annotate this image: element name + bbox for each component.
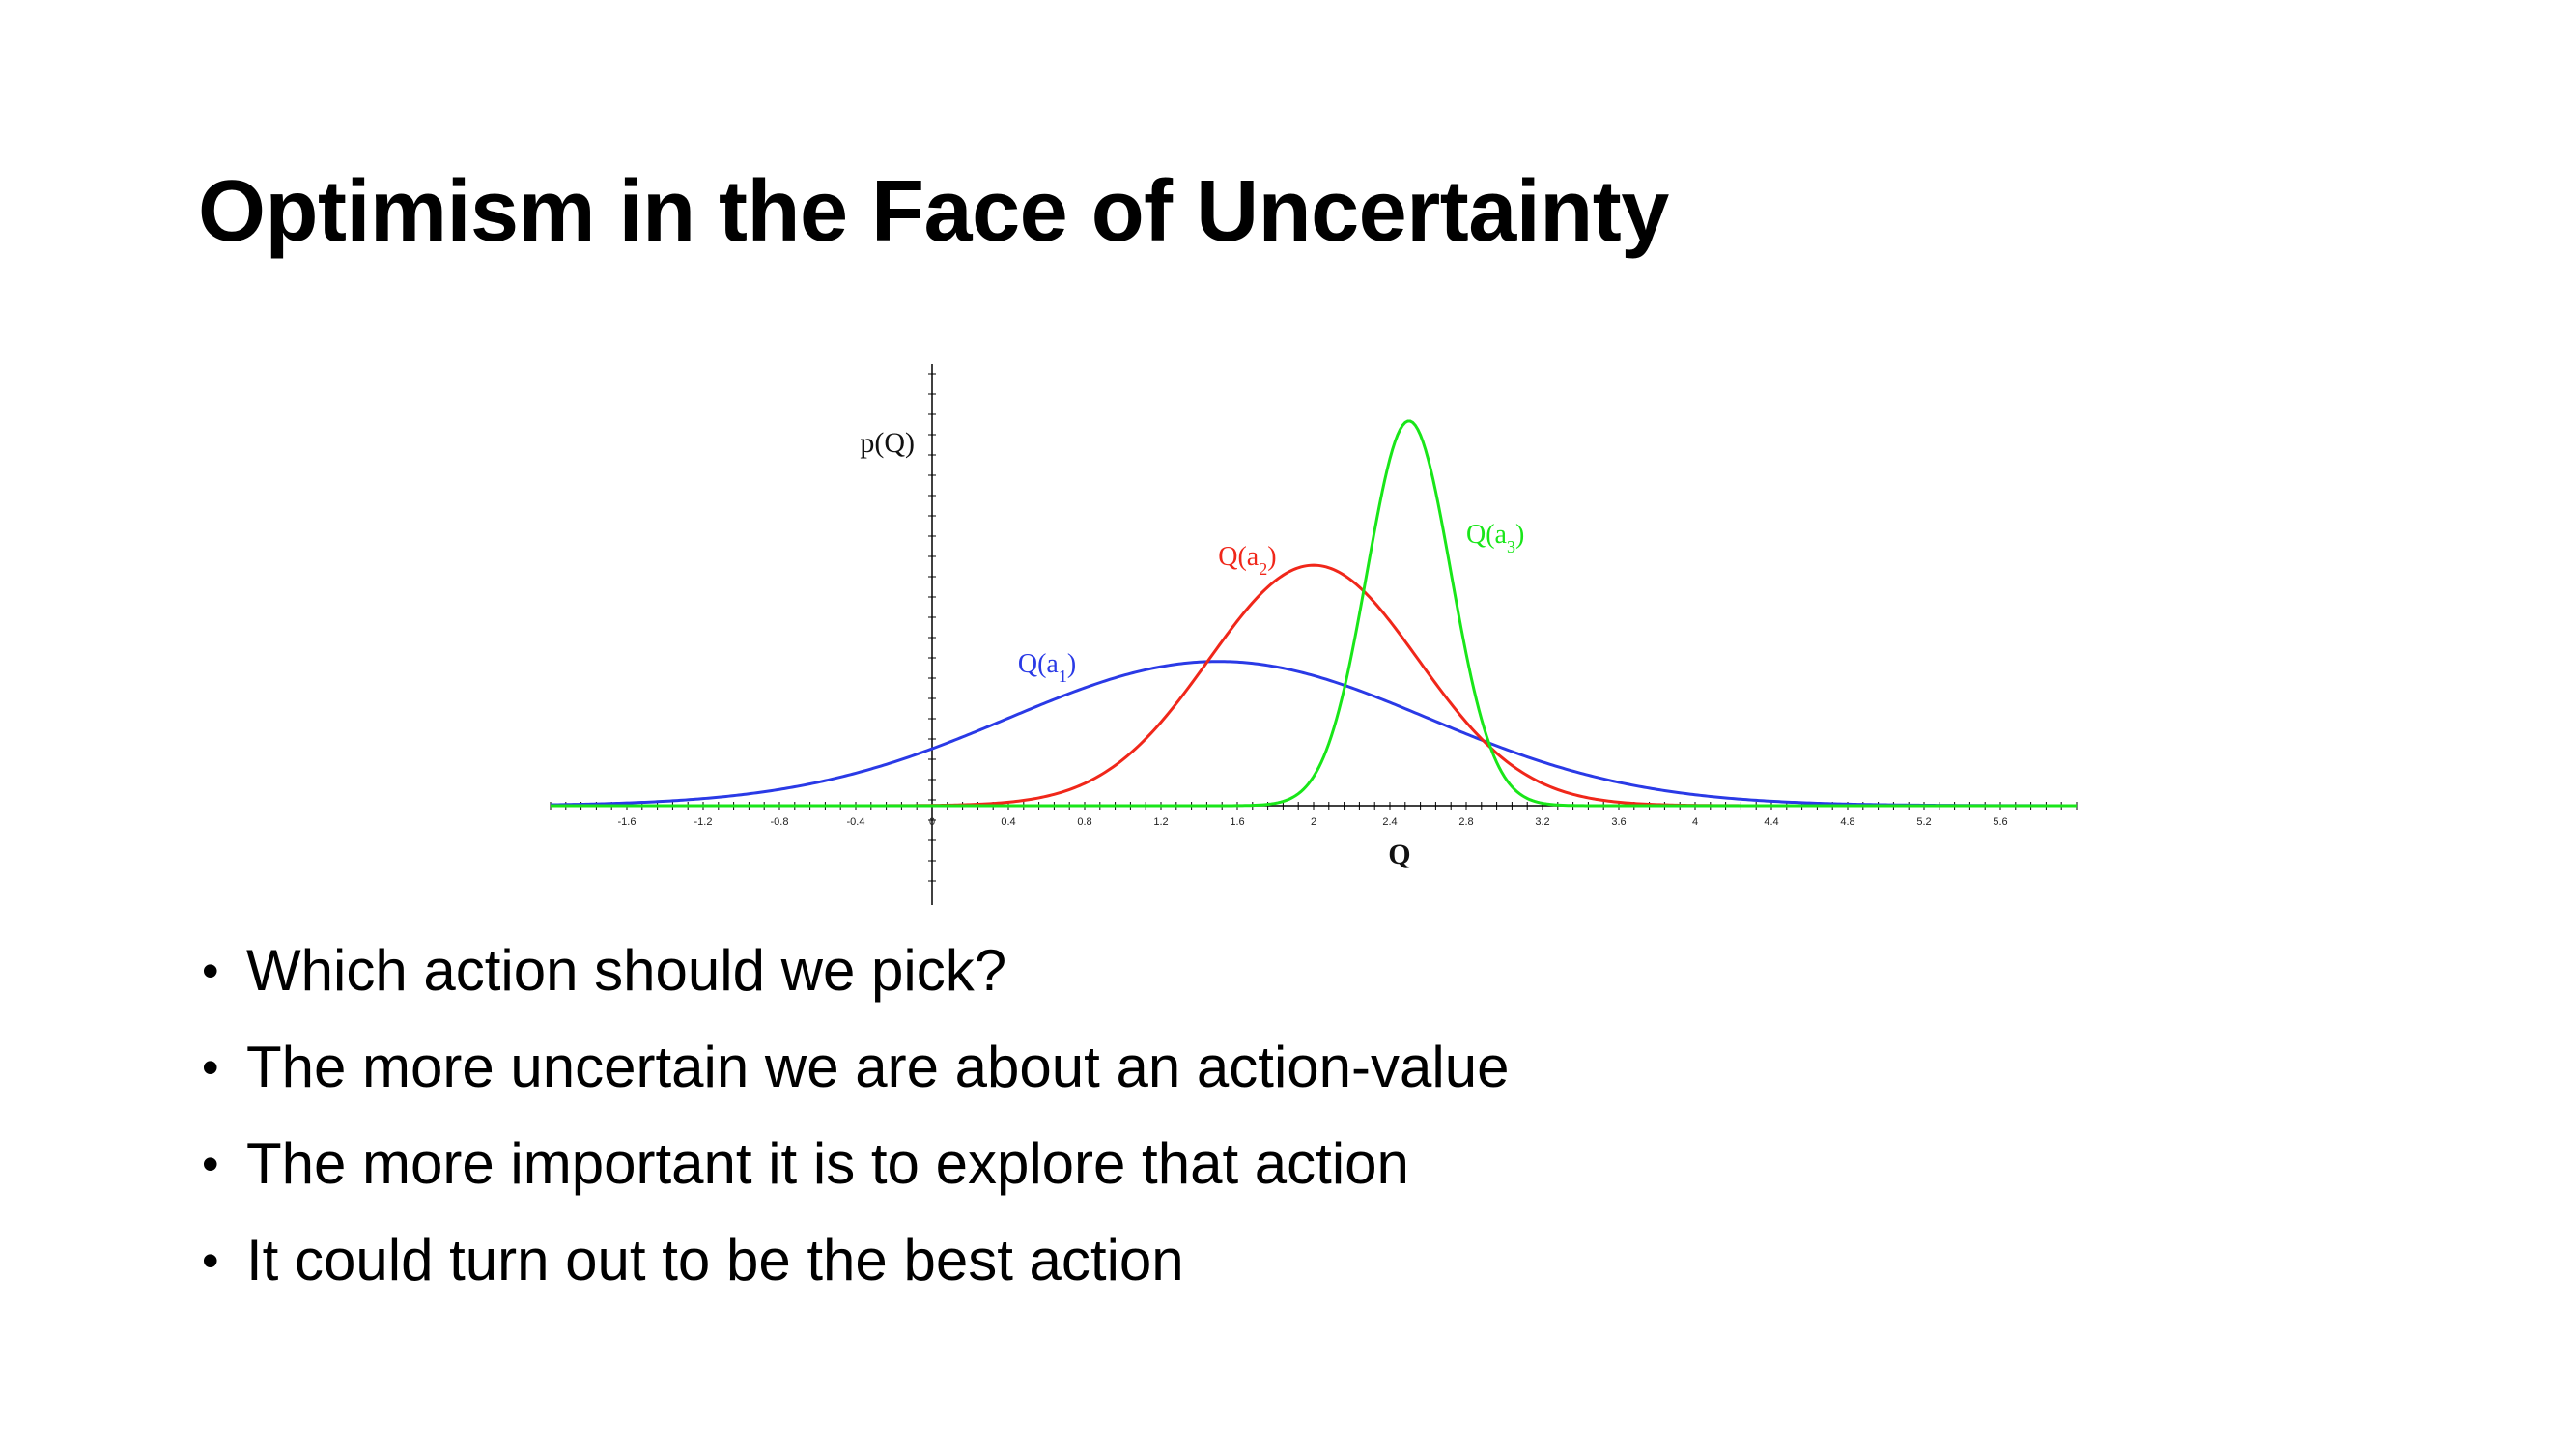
bullet-dot-icon: • (202, 944, 219, 998)
x-tick-label: -0.4 (847, 816, 865, 828)
x-tick-label: -0.8 (771, 816, 789, 828)
x-tick-label: 5.2 (1916, 816, 1931, 828)
bullet-item: • The more uncertain we are about an acti… (198, 1019, 1509, 1116)
gaussian-chart: -1.6 -1.2 -0.8 -0.4 0 0.4 0.8 1.2 1.6 2 2.4 2.8 3.2 3… (541, 359, 2086, 910)
bullet-dot-icon: • (202, 1234, 219, 1288)
x-tick-label: 0 (929, 816, 935, 828)
series-label-3: Q(a3) (1466, 520, 1524, 556)
x-tick-label: 3.2 (1535, 816, 1549, 828)
x-tick-label: -1.2 (694, 816, 713, 828)
bullet-item: • Which action should we pick? (198, 923, 1509, 1019)
slide-title: Optimism in the Face of Uncertainty (198, 163, 1669, 260)
bullet-item: • It could turn out to be the best action (198, 1212, 1509, 1309)
series-label-1: Q(a1) (1018, 649, 1076, 686)
x-tick-label: 3.6 (1611, 816, 1626, 828)
bullet-text: It could turn out to be the best action (246, 1228, 1184, 1293)
x-tick-label: 4.8 (1840, 816, 1854, 828)
series-line-1 (550, 660, 2078, 808)
x-tick-label: 2.4 (1382, 816, 1397, 828)
bullet-list: • Which action should we pick? • The more … (198, 923, 1509, 1309)
x-tick-label: 2 (1311, 816, 1316, 828)
bullet-item: • The more important it is to explore tha… (198, 1116, 1509, 1212)
bullet-dot-icon: • (202, 1040, 219, 1094)
series-label-2: Q(a2) (1218, 542, 1276, 579)
x-tick-label: 0.4 (1001, 816, 1015, 828)
y-axis-label: p(Q) (860, 427, 915, 459)
bullet-text: Which action should we pick? (246, 938, 1007, 1003)
x-tick-label: 4.4 (1764, 816, 1778, 828)
x-tick-label: 4 (1692, 816, 1698, 828)
series-line-2 (551, 563, 2077, 808)
series-line-3 (551, 419, 2077, 808)
chart-svg: -1.6 -1.2 -0.8 -0.4 0 0.4 0.8 1.2 1.6 2 2.4 2.8 3.2 3… (550, 364, 2078, 905)
x-tick-label: 1.6 (1230, 816, 1244, 828)
x-tick-label: 0.8 (1077, 816, 1091, 828)
x-tick-label: 1.2 (1153, 816, 1168, 828)
bullet-text: The more important it is to explore that… (246, 1131, 1409, 1196)
x-axis-label: Q (1388, 838, 1410, 870)
bullet-dot-icon: • (202, 1137, 219, 1191)
bullet-text: The more uncertain we are about an actio… (246, 1035, 1510, 1099)
x-tick-label: 2.8 (1458, 816, 1473, 828)
x-tick-label: -1.6 (618, 816, 637, 828)
x-tick-label: 5.6 (1993, 816, 2007, 828)
